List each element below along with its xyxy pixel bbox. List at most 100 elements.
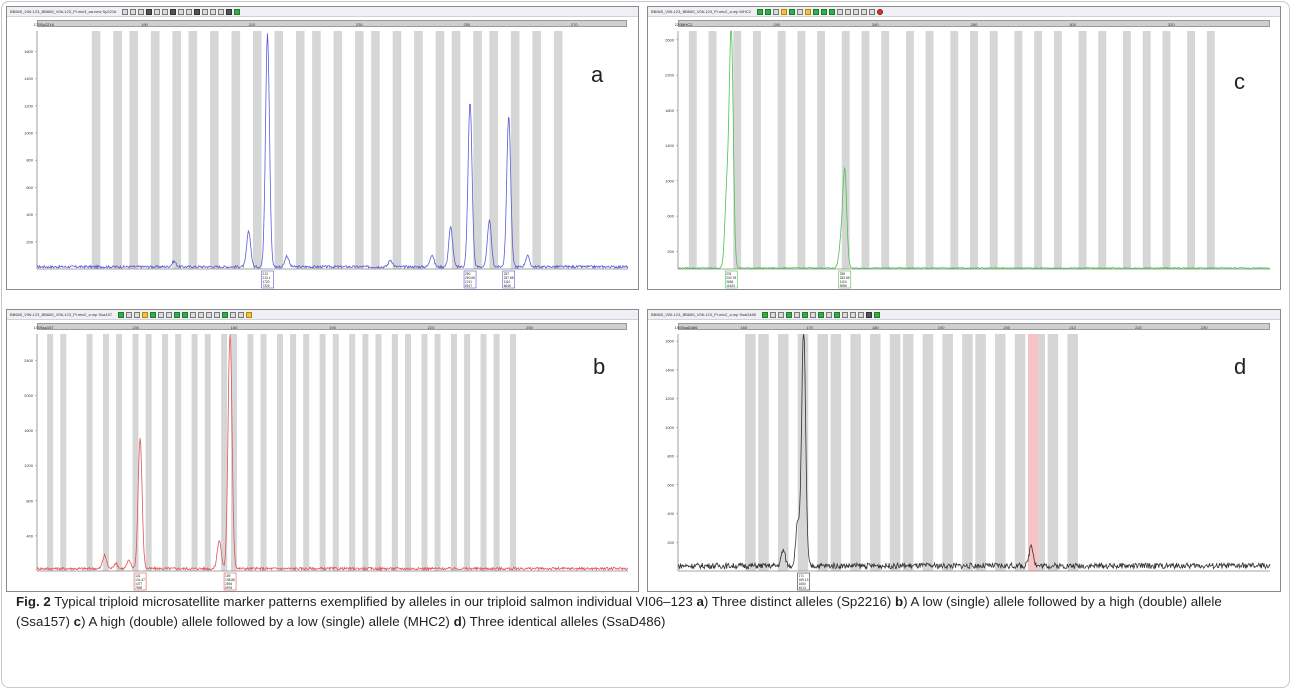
panel-b-marker-bar: Ssa157 — [37, 323, 627, 330]
toolbar-grey-icon[interactable] — [844, 8, 851, 15]
toolbar-warn-icon[interactable] — [804, 8, 811, 15]
toolbar-dark-icon[interactable] — [170, 8, 177, 15]
toolbar-grey-icon[interactable] — [202, 8, 209, 15]
allele-label-line: 131 — [135, 574, 141, 578]
toolbar-green-icon[interactable] — [801, 311, 808, 318]
toolbar-grey-icon[interactable] — [825, 311, 832, 318]
toolbar-grey-icon[interactable] — [214, 311, 221, 318]
toolbar-dark-icon[interactable] — [146, 8, 153, 15]
toolbar-grey-icon[interactable] — [793, 311, 800, 318]
allele-label-line: 257.88 — [504, 276, 514, 280]
toolbar-green-icon[interactable] — [756, 8, 763, 15]
toolbar-green-icon[interactable] — [785, 311, 792, 318]
toolbar-green-icon[interactable] — [174, 311, 181, 318]
toolbar-grey-icon[interactable] — [772, 8, 779, 15]
toolbar-dark-icon[interactable] — [865, 311, 872, 318]
toolbar-green-icon[interactable] — [833, 311, 840, 318]
panel-a-plot: 170 190 210 230 250 270 200 400 600 800 1000 1200 14… — [24, 22, 629, 289]
toolbar-grey-icon[interactable] — [796, 8, 803, 15]
allele-bin — [355, 31, 364, 269]
toolbar-green-icon[interactable] — [820, 8, 827, 15]
allele-bin — [830, 334, 842, 571]
y-tick-label: 2600 — [665, 37, 675, 42]
toolbar-grey-icon[interactable] — [849, 311, 856, 318]
y-tick-label: 1200 — [24, 463, 34, 468]
toolbar-grey-icon[interactable] — [809, 311, 816, 318]
toolbar-green-icon[interactable] — [764, 8, 771, 15]
toolbar-grey-icon[interactable] — [178, 8, 185, 15]
toolbar-warn-icon[interactable] — [780, 8, 787, 15]
allele-label-line: 159 — [225, 574, 231, 578]
panel-c-marker-label: MHC2 — [681, 22, 693, 27]
toolbar-grey-icon[interactable] — [860, 8, 867, 15]
toolbar-green-icon[interactable] — [150, 311, 157, 318]
toolbar-grey-icon[interactable] — [206, 311, 213, 318]
toolbar-grey-icon[interactable] — [238, 311, 245, 318]
toolbar-grey-icon[interactable] — [154, 8, 161, 15]
allele-bin — [162, 334, 169, 571]
toolbar-green-icon[interactable] — [761, 311, 768, 318]
toolbar-grey-icon[interactable] — [166, 311, 173, 318]
allele-bin — [116, 334, 123, 571]
toolbar-green-icon[interactable] — [118, 311, 125, 318]
toolbar-green-icon[interactable] — [222, 311, 229, 318]
toolbar-grey-icon[interactable] — [230, 311, 237, 318]
panel-b-toolbar: BB665_V06-123_BB665_V06-123_Pl.mix2_a.mp… — [7, 310, 638, 320]
toolbar-grey-icon[interactable] — [777, 311, 784, 318]
toolbar-green-icon[interactable] — [812, 8, 819, 15]
toolbar-green-icon[interactable] — [182, 311, 189, 318]
toolbar-grey-icon[interactable] — [857, 311, 864, 318]
toolbar-grey-icon[interactable] — [162, 8, 169, 15]
caption-text-d: ) Three identical alleles (SsaD486) — [461, 613, 666, 629]
toolbar-grey-icon[interactable] — [836, 8, 843, 15]
panel-b-toolbar-icons[interactable] — [118, 311, 254, 318]
toolbar-dark-icon[interactable] — [194, 8, 201, 15]
panel-d-toolbar-icons[interactable] — [761, 311, 882, 318]
y-tick-label: 800 — [26, 158, 33, 163]
allele-bin — [745, 334, 756, 571]
panel-a-toolbar-icons[interactable] — [122, 8, 242, 15]
allele-bin — [1034, 334, 1046, 571]
panel-a-toolbar: BB665_V06-123_BB665_V06-123_Pl.mix3_aa.n… — [7, 7, 638, 17]
toolbar-grey-icon[interactable] — [769, 311, 776, 318]
toolbar-grey-icon[interactable] — [126, 311, 133, 318]
allele-bin — [881, 31, 890, 269]
toolbar-grey-icon[interactable] — [218, 8, 225, 15]
allele-bin — [797, 31, 806, 269]
allele-bin — [260, 334, 267, 571]
allele-bin — [188, 31, 198, 269]
toolbar-grey-icon[interactable] — [852, 8, 859, 15]
toolbar-red-icon[interactable] — [876, 8, 883, 15]
toolbar-grey-icon[interactable] — [868, 8, 875, 15]
allele-bin — [252, 31, 262, 269]
signal-trace — [37, 33, 629, 270]
allele-bin — [1187, 31, 1196, 269]
toolbar-dark-icon[interactable] — [226, 8, 233, 15]
toolbar-grey-icon[interactable] — [158, 311, 165, 318]
toolbar-warn-icon[interactable] — [246, 311, 253, 318]
toolbar-grey-icon[interactable] — [198, 311, 205, 318]
toolbar-green-icon[interactable] — [873, 311, 880, 318]
toolbar-grey-icon[interactable] — [122, 8, 129, 15]
toolbar-grey-icon[interactable] — [134, 311, 141, 318]
y-tick-label: 1200 — [24, 103, 34, 108]
panel-c-toolbar-icons[interactable] — [756, 8, 885, 15]
toolbar-green-icon[interactable] — [234, 8, 241, 15]
toolbar-grey-icon[interactable] — [210, 8, 217, 15]
allele-bin — [861, 31, 870, 269]
toolbar-grey-icon[interactable] — [130, 8, 137, 15]
toolbar-grey-icon[interactable] — [138, 8, 145, 15]
toolbar-grey-icon[interactable] — [186, 8, 193, 15]
allele-bin — [493, 334, 500, 571]
y-tick-label: 1400 — [665, 143, 675, 148]
toolbar-green-icon[interactable] — [788, 8, 795, 15]
allele-label-frame — [724, 270, 738, 289]
toolbar-grey-icon[interactable] — [190, 311, 197, 318]
toolbar-green-icon[interactable] — [817, 311, 824, 318]
toolbar-warn-icon[interactable] — [142, 311, 149, 318]
caption-label-b: b — [895, 594, 904, 609]
toolbar-green-icon[interactable] — [828, 8, 835, 15]
toolbar-grey-icon[interactable] — [841, 311, 848, 318]
